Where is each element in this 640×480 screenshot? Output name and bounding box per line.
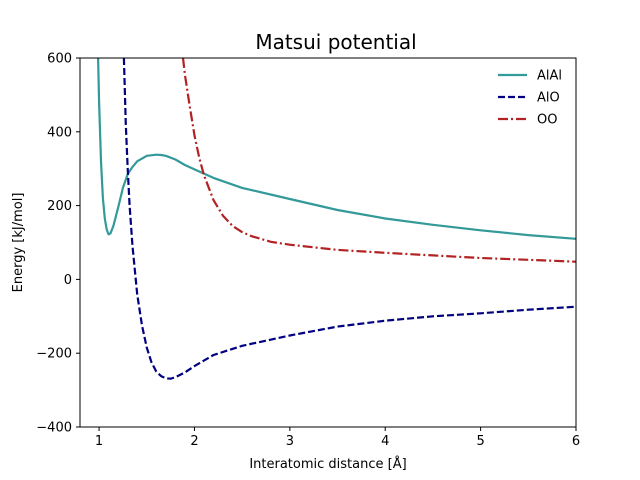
plot-lines: [97, 58, 576, 380]
x-axis-label: Interatomic distance [Å]: [249, 456, 406, 472]
legend-label-alal: AlAl: [537, 69, 562, 84]
series-line-oo: [181, 58, 576, 263]
x-tick-label: 5: [476, 434, 484, 449]
x-tick-label: 1: [95, 434, 103, 449]
y-tick-label: 400: [47, 125, 72, 140]
x-tick-label: 6: [572, 434, 580, 449]
y-tick-label: 600: [47, 52, 72, 67]
chart-title: Matsui potential: [255, 30, 416, 54]
y-tick-label: 200: [47, 199, 72, 214]
x-tick-label: 4: [381, 434, 389, 449]
y-axis-label: Energy [kJ/mol]: [11, 193, 26, 293]
series-line-alal: [97, 58, 576, 240]
x-tick-label: 2: [190, 434, 198, 449]
legend-label-alo: AlO: [537, 91, 560, 106]
plot-frame: [79, 57, 577, 428]
y-tick-label: −400: [36, 421, 72, 436]
y-axis-ticks: −400 −200 0 200 400 600: [36, 52, 80, 436]
x-tick-label: 3: [286, 434, 294, 449]
legend: AlAl AlO OO: [498, 69, 562, 128]
series-line-alo: [122, 58, 576, 380]
y-tick-label: 0: [64, 273, 72, 288]
x-axis-ticks: 1 2 3 4 5 6: [95, 427, 580, 449]
legend-label-oo: OO: [537, 113, 557, 128]
y-tick-label: −200: [36, 347, 72, 362]
